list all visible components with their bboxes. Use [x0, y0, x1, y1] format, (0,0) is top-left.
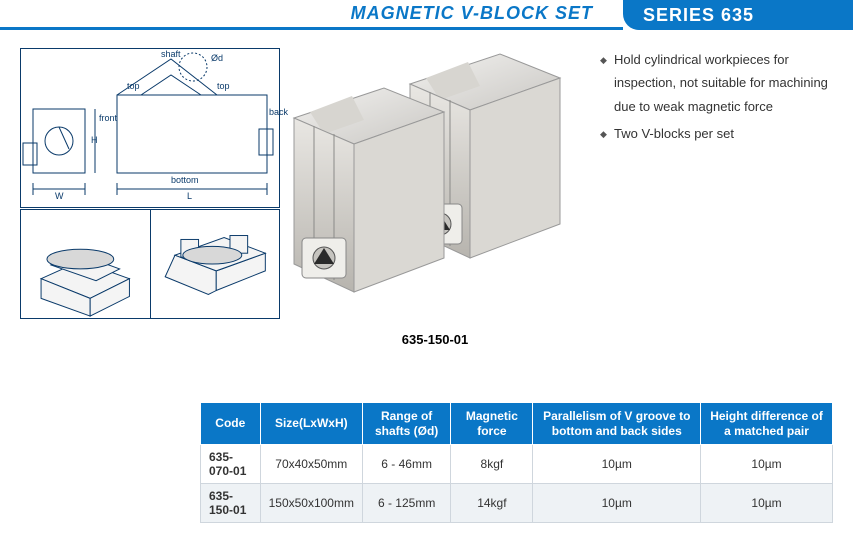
- spec-table: Code Size(LxWxH) Range of shafts (Ød) Ma…: [200, 402, 833, 523]
- series-tab: SERIES 635: [623, 0, 853, 30]
- product-photo-area: 635-150-01: [290, 48, 580, 347]
- label-od: Ød: [211, 53, 223, 63]
- label-H: H: [91, 135, 98, 145]
- photo-caption: 635-150-01: [290, 332, 580, 347]
- col-range: Range of shafts (Ød): [362, 403, 450, 445]
- cell-height: 10µm: [701, 445, 833, 484]
- diagram-iso-right: [150, 209, 281, 319]
- label-shaft: shaft: [161, 49, 181, 59]
- cell-para: 10µm: [533, 445, 701, 484]
- diagram-iso-left: [20, 209, 151, 319]
- cell-para: 10µm: [533, 484, 701, 523]
- col-size: Size(LxWxH): [260, 403, 362, 445]
- cell-force: 14kgf: [451, 484, 533, 523]
- product-title: MAGNETIC V-BLOCK SET: [351, 3, 593, 24]
- col-force: Magnetic force: [451, 403, 533, 445]
- diagram-iso-views: [20, 209, 280, 319]
- label-front: front: [99, 113, 117, 123]
- label-top-right: top: [217, 81, 230, 91]
- feature-item: Two V-blocks per set: [600, 122, 833, 145]
- col-para: Parallelism of V groove to bottom and ba…: [533, 403, 701, 445]
- page-header: MAGNETIC V-BLOCK SET SERIES 635: [0, 0, 853, 30]
- cell-code: 635-070-01: [201, 445, 261, 484]
- diagram-side-views: shaft Ød top top front back W H bottom L: [20, 48, 280, 208]
- label-back: back: [269, 107, 288, 117]
- cell-height: 10µm: [701, 484, 833, 523]
- cell-range: 6 - 46mm: [362, 445, 450, 484]
- feature-list: Hold cylindrical workpieces for inspecti…: [590, 48, 833, 347]
- technical-diagrams: shaft Ød top top front back W H bottom L: [20, 48, 280, 347]
- col-height: Height difference of a matched pair: [701, 403, 833, 445]
- series-label: SERIES 635: [643, 5, 754, 26]
- cell-force: 8kgf: [451, 445, 533, 484]
- product-photo: [290, 48, 570, 328]
- label-top-left: top: [127, 81, 140, 91]
- table-row: 635-150-01 150x50x100mm 6 - 125mm 14kgf …: [201, 484, 833, 523]
- spec-table-wrap: Code Size(LxWxH) Range of shafts (Ød) Ma…: [200, 402, 833, 523]
- label-bottom: bottom: [171, 175, 199, 185]
- cell-size: 150x50x100mm: [260, 484, 362, 523]
- label-L: L: [187, 191, 192, 201]
- feature-item: Hold cylindrical workpieces for inspecti…: [600, 48, 833, 118]
- content-row: shaft Ød top top front back W H bottom L: [0, 38, 853, 347]
- cell-code: 635-150-01: [201, 484, 261, 523]
- title-band: MAGNETIC V-BLOCK SET: [0, 0, 623, 30]
- col-code: Code: [201, 403, 261, 445]
- cell-range: 6 - 125mm: [362, 484, 450, 523]
- label-W: W: [55, 191, 64, 201]
- table-row: 635-070-01 70x40x50mm 6 - 46mm 8kgf 10µm…: [201, 445, 833, 484]
- cell-size: 70x40x50mm: [260, 445, 362, 484]
